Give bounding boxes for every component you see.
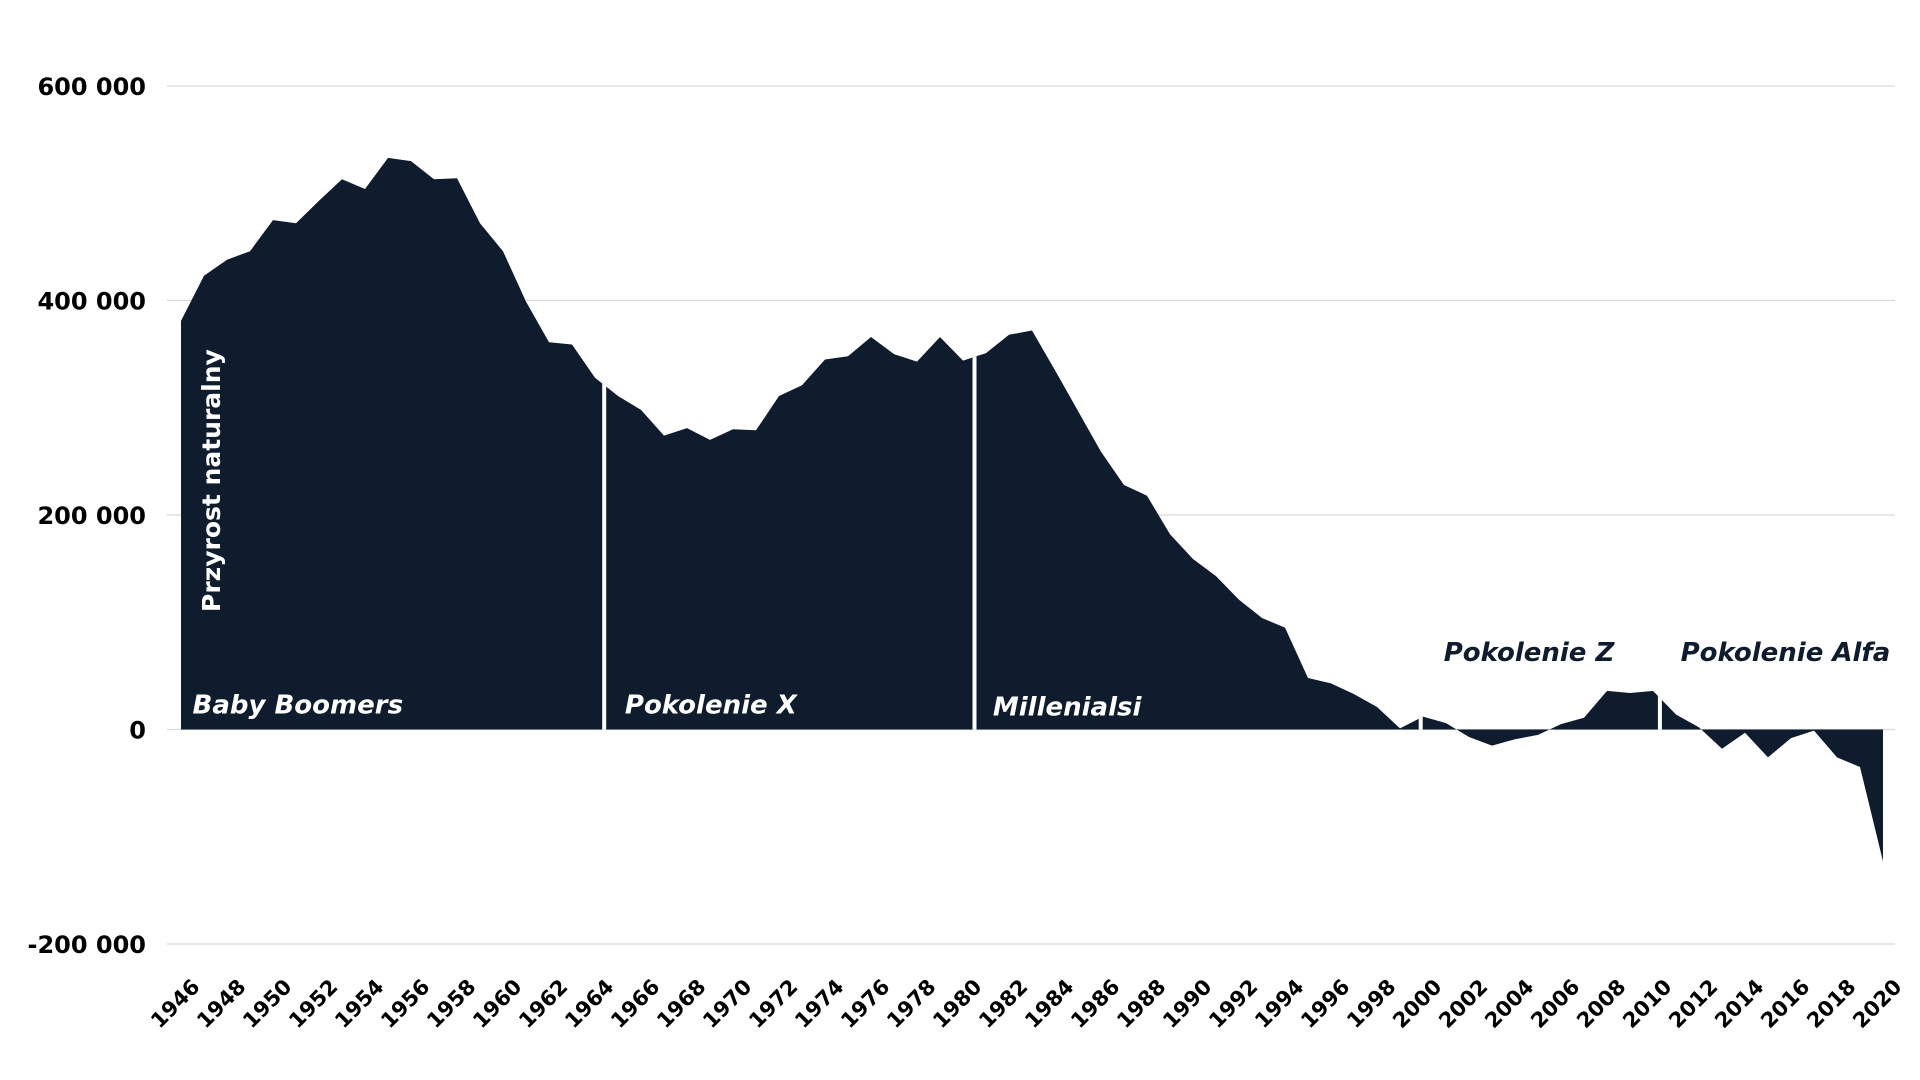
x-tick-label: 1946 <box>146 975 204 1033</box>
x-tick-label: 1958 <box>422 975 480 1033</box>
area-series <box>181 157 1883 862</box>
x-tick-label: 1950 <box>238 975 296 1033</box>
x-tick-label: 2012 <box>1664 975 1722 1033</box>
x-tick-label: 1996 <box>1296 975 1354 1033</box>
y-axis-label: Przyrost naturalny <box>197 349 226 612</box>
generation-labels: Baby Boomers Pokolenie X Millenialsi Pokole… <box>193 638 1891 723</box>
generation-label: Pokolenie Z <box>1444 638 1616 668</box>
x-tick-label: 1986 <box>1066 975 1124 1033</box>
x-tick-label: 1956 <box>376 975 434 1033</box>
y-axis-ticks: 600 000 400 000 200 000 0 -200 000 <box>27 73 146 959</box>
x-tick-label: 1962 <box>514 975 572 1033</box>
x-tick-label: 1976 <box>836 975 894 1033</box>
x-tick-label: 2004 <box>1480 975 1538 1033</box>
x-tick-label: 2010 <box>1618 975 1676 1033</box>
x-tick-label: 1998 <box>1342 975 1400 1033</box>
x-tick-label: 1974 <box>790 975 848 1033</box>
y-tick-label: 400 000 <box>37 288 146 316</box>
x-tick-label: 2014 <box>1710 975 1768 1033</box>
generation-label: Pokolenie Alfa <box>1681 638 1891 668</box>
x-tick-label: 2002 <box>1434 975 1492 1033</box>
x-tick-label: 1992 <box>1204 975 1262 1033</box>
x-axis-ticks: 1946194819501952195419561958196019621964… <box>146 975 1906 1033</box>
x-tick-label: 1964 <box>560 975 618 1033</box>
x-tick-label: 1990 <box>1158 975 1216 1033</box>
x-tick-label: 2018 <box>1802 975 1860 1033</box>
x-tick-label: 2006 <box>1526 975 1584 1033</box>
x-tick-label: 1978 <box>882 975 940 1033</box>
y-tick-label: 200 000 <box>37 502 146 530</box>
x-tick-label: 2008 <box>1572 975 1630 1033</box>
x-tick-label: 1984 <box>1020 975 1078 1033</box>
x-tick-label: 1960 <box>468 975 526 1033</box>
x-tick-label: 1982 <box>974 975 1032 1033</box>
x-tick-label: 1966 <box>606 975 664 1033</box>
x-tick-label: 1948 <box>192 975 250 1033</box>
y-tick-label: 0 <box>129 717 146 745</box>
x-tick-label: 1972 <box>744 975 802 1033</box>
generation-label: Baby Boomers <box>193 690 404 720</box>
x-tick-label: 2016 <box>1756 975 1814 1033</box>
x-tick-label: 1970 <box>698 975 756 1033</box>
x-tick-label: 1988 <box>1112 975 1170 1033</box>
x-tick-label: 2020 <box>1848 975 1906 1033</box>
y-tick-label: 600 000 <box>37 73 146 101</box>
generation-label: Millenialsi <box>993 693 1143 723</box>
y-tick-label: -200 000 <box>27 931 146 959</box>
generation-label: Pokolenie X <box>625 690 799 720</box>
x-tick-label: 1952 <box>284 975 342 1033</box>
x-tick-label: 1994 <box>1250 975 1308 1033</box>
x-tick-label: 1980 <box>928 975 986 1033</box>
x-tick-label: 1954 <box>330 975 388 1033</box>
x-tick-label: 2000 <box>1388 975 1446 1033</box>
x-tick-label: 1968 <box>652 975 710 1033</box>
